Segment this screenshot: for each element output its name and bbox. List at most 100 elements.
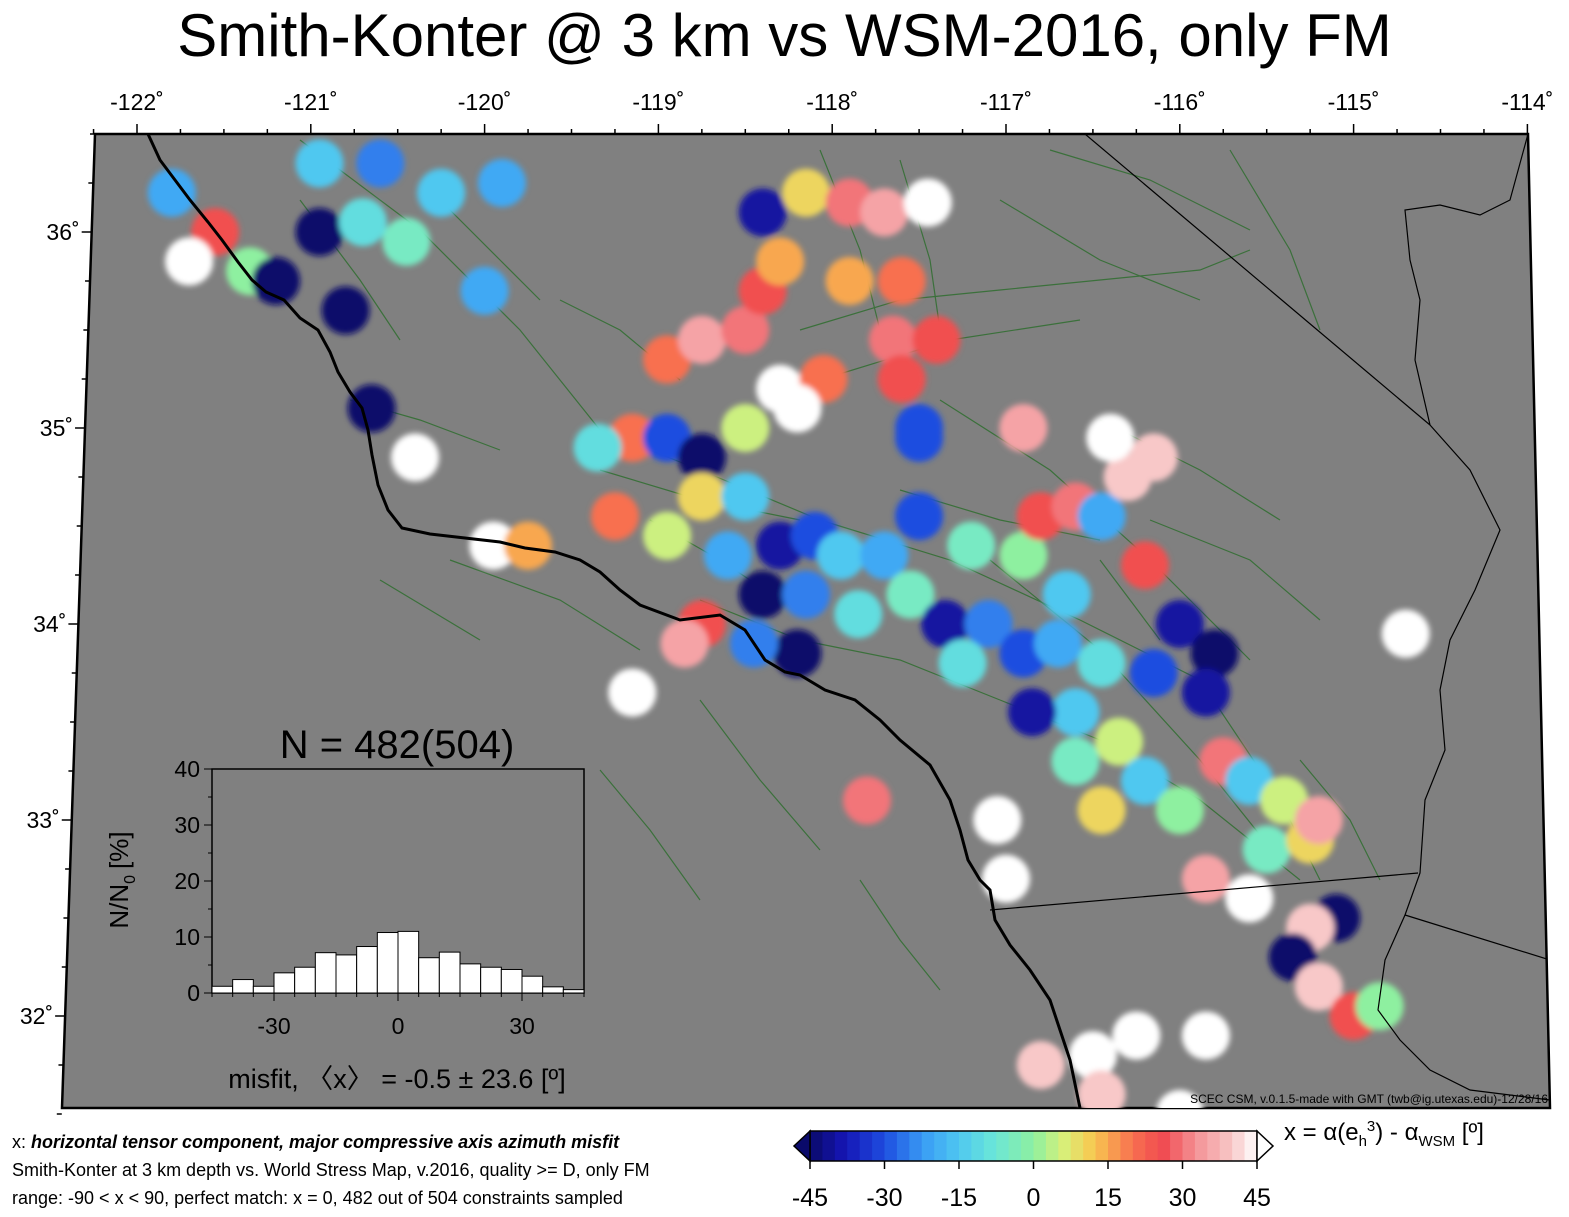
histogram-bar: [521, 975, 544, 994]
misfit-patch: [1016, 1041, 1065, 1089]
misfit-patch: [1077, 492, 1126, 541]
misfit-patch: [1181, 1011, 1230, 1060]
misfit-patch: [608, 668, 657, 717]
misfit-patch: [643, 511, 692, 560]
colorbar-swatch: [859, 1131, 873, 1161]
colorbar-swatch: [1095, 1131, 1109, 1161]
colorbar-tick-label: -45: [792, 1184, 828, 1212]
misfit-patch: [573, 423, 622, 472]
histogram-bar: [459, 963, 482, 994]
colorbar-tick-label: 0: [1027, 1184, 1041, 1212]
histogram-x-tick-label: 0: [392, 1013, 405, 1039]
histogram-bar: [335, 954, 358, 994]
histogram-inset: N = 482(504) -30 0 30 0 10 20 30 40 N/N0[%] mi…: [104, 723, 585, 1094]
colorbar-swatch: [810, 1131, 824, 1161]
misfit-patch: [1051, 737, 1100, 786]
colorbar-swatch: [1232, 1131, 1246, 1161]
colorbar-swatch: [1182, 1131, 1196, 1161]
misfit-patch: [1086, 413, 1135, 462]
misfit-patch: [1077, 1070, 1126, 1108]
misfit-patch: [999, 531, 1048, 580]
colorbar-tick-label: -30: [866, 1184, 902, 1212]
misfit-patch: [869, 315, 917, 364]
colorbar-swatch: [1145, 1131, 1159, 1161]
misfit-patch: [1381, 609, 1430, 658]
fault-line: [439, 199, 541, 301]
colorbar-swatch: [996, 1131, 1010, 1161]
misfit-patch: [1190, 629, 1239, 678]
colorbar-high-arrow: [1256, 1129, 1275, 1163]
colorbar-swatch: [1132, 1131, 1146, 1161]
colorbar-swatch: [983, 1131, 997, 1161]
misfit-patch: [973, 796, 1022, 844]
misfit-patch: [295, 139, 344, 188]
misfit-patch: [1068, 1031, 1117, 1080]
caption-line-2: Smith-Konter at 3 km depth vs. World Str…: [12, 1160, 650, 1180]
misfit-patch: [982, 854, 1030, 903]
colorbar-swatch: [1244, 1131, 1258, 1161]
misfit-patch: [886, 570, 935, 619]
misfit-patch: [1129, 649, 1178, 697]
fault-line: [989, 559, 1281, 861]
histogram-y-tick-label: 20: [174, 868, 200, 894]
misfit-patch: [1129, 433, 1178, 482]
colorbar-swatch: [959, 1131, 973, 1161]
longitude-label: -119˚: [632, 89, 684, 115]
colorbar-swatch: [872, 1131, 886, 1161]
misfit-patch: [843, 776, 891, 825]
misfit-patch: [591, 492, 639, 541]
misfit-patch: [1181, 668, 1230, 717]
misfit-patch: [773, 629, 822, 678]
misfit-patch: [660, 619, 709, 668]
misfit-patch: [1225, 756, 1274, 805]
misfit-patch: [1294, 962, 1343, 1011]
misfit-patch: [677, 433, 726, 482]
misfit-patch: [1077, 786, 1126, 835]
fault-line: [1299, 759, 1381, 881]
misfit-patch: [677, 472, 726, 521]
misfit-patch: [877, 355, 926, 403]
misfit-patch: [1121, 541, 1169, 590]
misfit-patch: [1112, 1011, 1161, 1060]
misfit-patch: [382, 217, 431, 266]
histogram-x-tick-labels: -30 0 30: [257, 1013, 534, 1039]
histogram-title: N = 482(504): [280, 723, 515, 767]
misfit-patch: [895, 492, 944, 541]
coastline: [146, 134, 1082, 1108]
histogram-bar: [294, 966, 316, 994]
latitude-label: 34˚: [33, 611, 66, 637]
colorbar-tick-label: 30: [1169, 1184, 1197, 1212]
misfit-patch: [738, 188, 787, 237]
histogram-bar: [273, 972, 296, 994]
misfit-patch: [1155, 786, 1204, 835]
misfit-patch: [999, 404, 1048, 452]
longitude-label: -118˚: [806, 89, 858, 115]
colorbar-swatch: [822, 1131, 836, 1161]
misfit-patch: [912, 315, 961, 364]
histogram-y-tick-label: 40: [174, 756, 200, 782]
misfit-patch: [703, 531, 752, 580]
caption-line-1: x: horizontal tensor component, major co…: [12, 1132, 620, 1152]
fault-line: [1229, 149, 1321, 331]
colorbar-swatch: [934, 1131, 948, 1161]
colorbar-swatch: [909, 1131, 923, 1161]
misfit-patch: [417, 168, 466, 217]
colorbar-swatch: [1008, 1131, 1022, 1161]
fault-line: [1149, 519, 1321, 621]
misfit-patch: [460, 266, 509, 315]
colorbar-swatch: [921, 1131, 935, 1161]
misfit-patch: [738, 570, 787, 619]
colorbar-tick-label: 45: [1243, 1184, 1271, 1212]
colorbar-low-arrow: [792, 1129, 811, 1163]
misfit-patch: [165, 237, 214, 286]
misfit-patch: [1042, 570, 1091, 619]
histogram-ylabel: N/N0[%]: [104, 831, 139, 928]
colorbar-swatch: [1207, 1131, 1221, 1161]
latitude-label: 35˚: [40, 415, 73, 441]
fault-line: [859, 879, 941, 991]
misfit-patch: [391, 433, 440, 482]
fault-line: [799, 249, 1251, 331]
colorbar-label: x = α(eh3) - αWSM [º]: [1284, 1118, 1484, 1150]
misfit-patch: [947, 521, 996, 570]
